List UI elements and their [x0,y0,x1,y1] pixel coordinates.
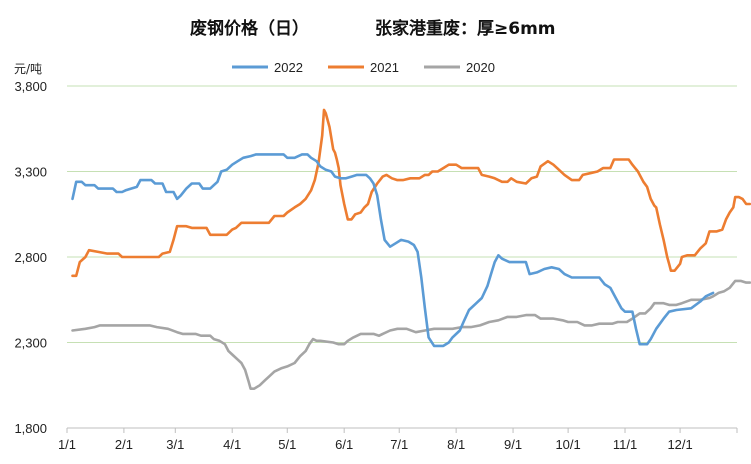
legend-label-2022: 2022 [274,60,303,75]
legend-item-2021[interactable]: 2021 [328,60,399,75]
x-tick-label-6: 7/1 [390,437,408,452]
x-tick-label-0: 1/1 [58,437,76,452]
series-lines [71,108,751,391]
y-tick-label-3300: 3,300 [14,165,47,180]
series-line-2022 [71,153,715,348]
y-tick-label-2300: 2,300 [14,336,47,351]
legend-item-2020[interactable]: 2020 [424,60,495,75]
legend-item-2022[interactable]: 2022 [232,60,303,75]
x-tick-label-11: 12/1 [667,437,692,452]
y-tick-label-3800: 3,800 [14,79,47,94]
x-tick-label-2: 3/1 [166,437,184,452]
x-axis-ticks: 1/1 2/1 3/1 4/1 5/1 6/1 7/1 8/1 9/1 10/1 11/1 12/1 [58,428,738,452]
x-tick-label-7: 8/1 [447,437,465,452]
x-tick-label-10: 11/1 [613,437,637,452]
x-tick-label-4: 5/1 [278,437,296,452]
series-line-2020 [71,279,751,391]
y-tick-label-2800: 2,800 [14,250,47,265]
legend-label-2020: 2020 [466,60,495,75]
chart-subtitle: 张家港重废：厚≥6mm [375,18,556,39]
chart-title: 废钢价格（日） [190,18,309,39]
x-tick-label-1: 2/1 [115,437,133,452]
grid-lines [67,85,737,343]
y-axis-ticks: 1,800 2,300 2,800 3,300 3,800 [14,79,47,436]
x-tick-label-3: 4/1 [223,437,241,452]
x-tick-label-8: 9/1 [504,437,522,452]
y-tick-label-1800: 1,800 [14,421,47,436]
x-tick-label-9: 10/1 [555,437,580,452]
legend-label-2021: 2021 [370,60,399,75]
series-line-2021 [71,108,751,278]
y-axis-unit-label: 元/吨 [14,62,42,76]
x-tick-label-5: 6/1 [335,437,353,452]
legend: 2022 2021 2020 [232,60,495,75]
